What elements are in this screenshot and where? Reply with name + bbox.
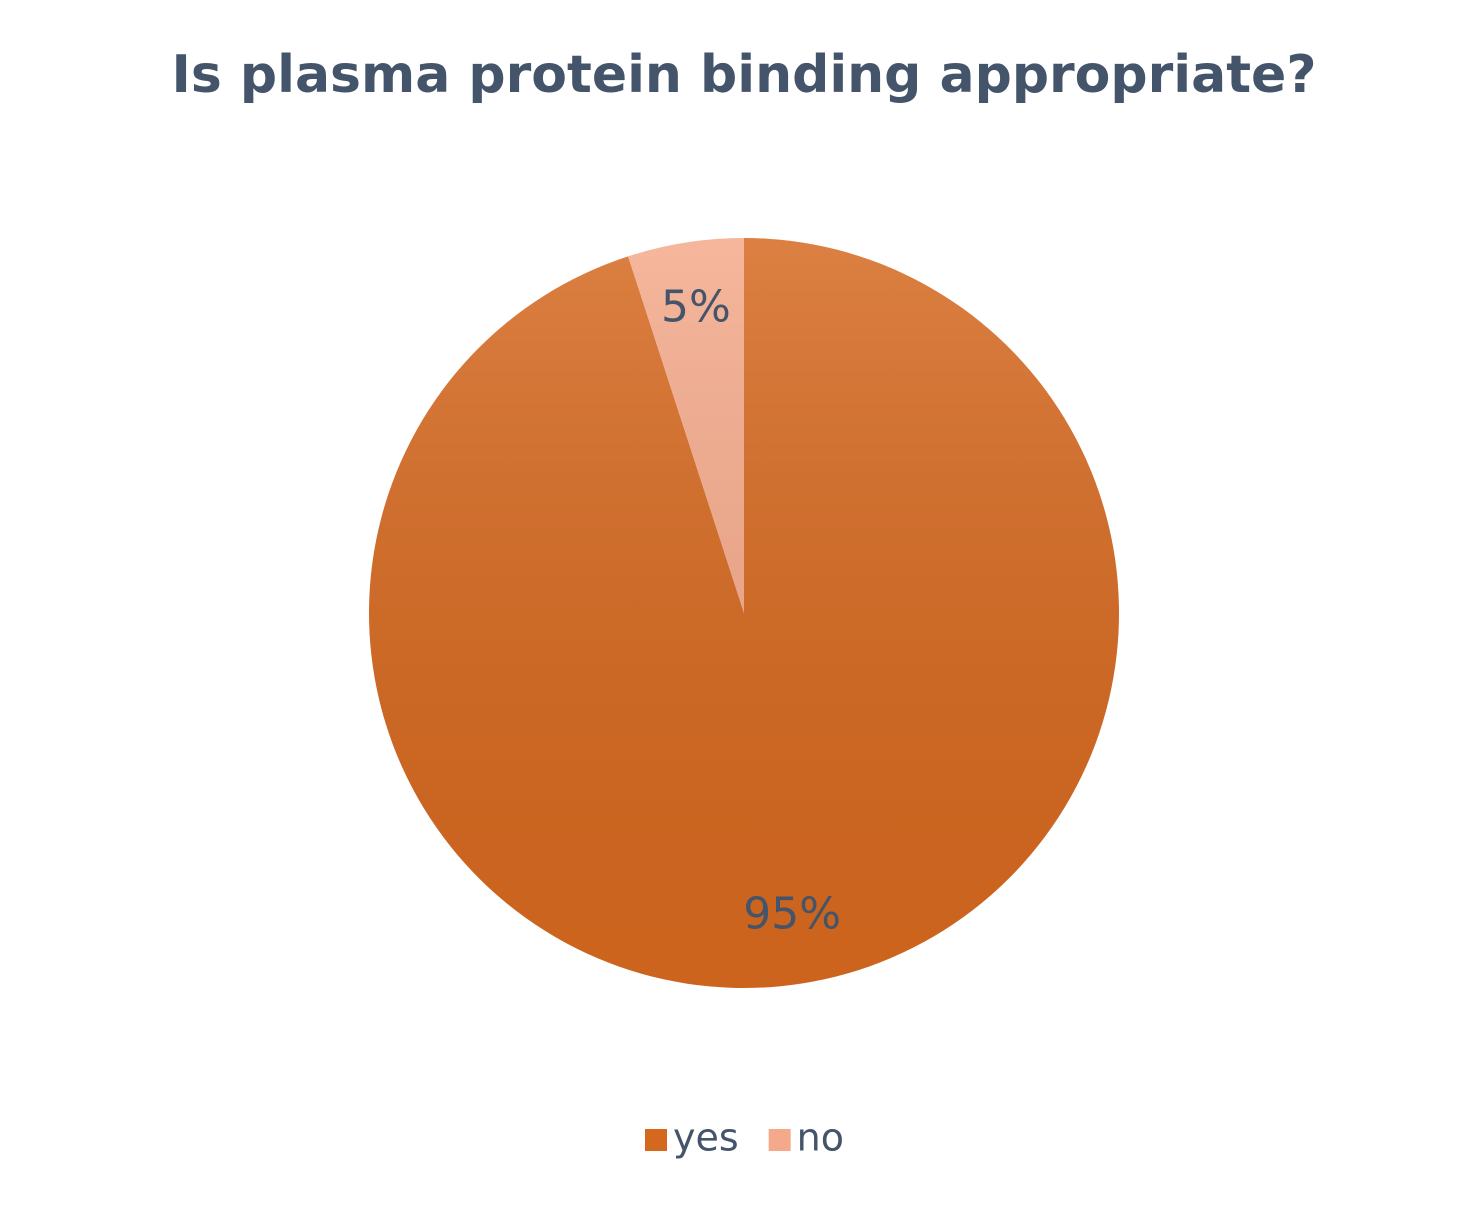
chart-title: Is plasma protein binding appropriate? (172, 45, 1317, 105)
legend-label: no (797, 1116, 844, 1160)
legend-swatch (768, 1129, 791, 1151)
legend-label: yes (673, 1116, 739, 1160)
data-label: 95% (743, 889, 841, 940)
legend-swatch (645, 1129, 667, 1151)
data-label: 5% (661, 281, 731, 332)
pie-slice (369, 238, 1120, 989)
